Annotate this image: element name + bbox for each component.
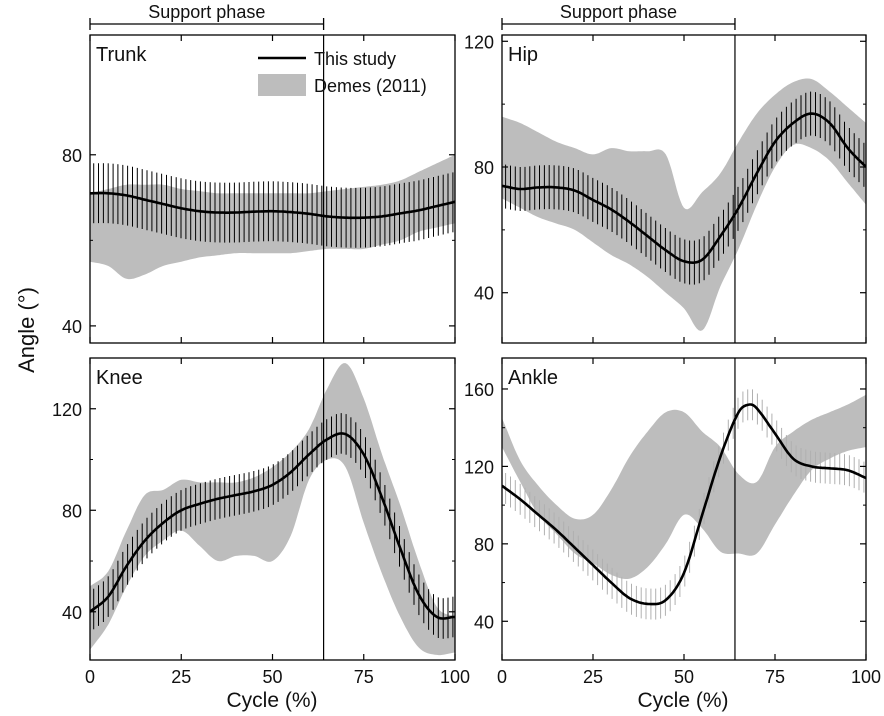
panel-hip: 40 80 120 Hip Support phase (464, 2, 867, 344)
panel-ankle: 40 80 120 160 0 25 50 75 100 Ankle (464, 357, 881, 687)
y-tick-label: 120 (52, 400, 82, 420)
support-phase-label: Support phase (560, 2, 677, 22)
demes-band (502, 394, 866, 579)
panel-title-ankle: Ankle (508, 367, 558, 389)
y-tick-label: 80 (62, 501, 82, 521)
x-tick-label: 75 (765, 667, 785, 687)
x-tick-label: 100 (440, 667, 470, 687)
study-line (502, 403, 866, 606)
demes-band (90, 363, 455, 656)
panel-title-trunk: Trunk (96, 44, 147, 66)
panels: 40 80 Trunk Support phase This study Demes (2… (52, 2, 881, 687)
x-tick-label: 0 (497, 667, 507, 687)
study-line (90, 191, 455, 220)
panel-trunk: 40 80 Trunk Support phase This study Demes (2… (62, 2, 456, 344)
plot-area-ankle (502, 389, 866, 620)
study-line (90, 432, 455, 620)
study-line (502, 112, 866, 265)
y-tick-label: 120 (464, 457, 494, 477)
legend-study-label: This study (314, 49, 396, 69)
demes-band (502, 78, 866, 331)
y-tick-label: 160 (464, 380, 494, 400)
x-tick-label: 75 (354, 667, 374, 687)
plot-area-trunk (90, 154, 455, 280)
y-tick-label: 40 (474, 284, 494, 304)
y-tick-label: 40 (62, 317, 82, 337)
x-axis-label-left: Cycle (%) (226, 689, 317, 712)
x-tick-label: 100 (851, 667, 881, 687)
legend-demes-label: Demes (2011) (314, 76, 427, 96)
y-tick-label: 40 (474, 612, 494, 632)
plot-area-knee (90, 363, 455, 656)
panel-title-knee: Knee (96, 367, 143, 389)
y-axis-label: Angle (°) (14, 287, 39, 373)
x-tick-label: 50 (674, 667, 694, 687)
demes-band (90, 154, 455, 280)
plot-area-hip (502, 78, 866, 331)
y-tick-label: 80 (62, 146, 82, 166)
x-tick-label: 25 (171, 667, 191, 687)
x-tick-label: 25 (583, 667, 603, 687)
y-tick-label: 80 (474, 158, 494, 178)
legend-demes-swatch (258, 74, 306, 96)
x-axis-label-right: Cycle (%) (637, 689, 728, 712)
panel-title-hip: Hip (508, 44, 538, 66)
x-tick-label: 0 (85, 667, 95, 687)
x-tick-label: 50 (262, 667, 282, 687)
panel-knee: 40 80 120 0 25 50 75 100 Knee (52, 357, 470, 687)
y-tick-label: 80 (474, 535, 494, 555)
y-tick-label: 40 (62, 603, 82, 623)
y-tick-label: 120 (464, 32, 494, 52)
support-phase-label: Support phase (148, 2, 265, 22)
